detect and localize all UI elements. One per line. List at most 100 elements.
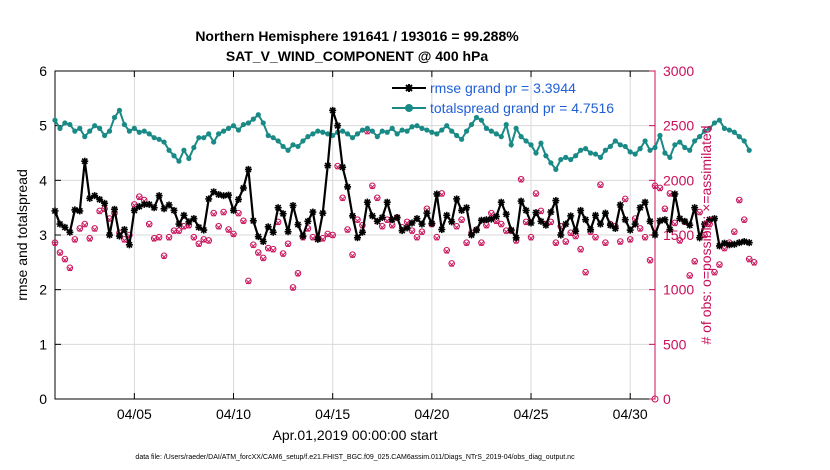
obs-possible-point: [671, 219, 679, 227]
rmse-point: [130, 206, 138, 214]
obs-possible-point: [453, 222, 460, 230]
obs-assimilated-point: [746, 257, 752, 263]
obs-possible-point: [195, 240, 203, 248]
obs-possible-point: [597, 181, 604, 189]
rmse-point: [735, 239, 743, 247]
obs-assimilated-point: [325, 232, 331, 238]
rmse-point: [621, 216, 629, 224]
obs-assimilated-point: [637, 227, 643, 232]
totalspread-point: [473, 114, 480, 121]
obs-possible-point: [135, 193, 143, 201]
rmse-point: [210, 188, 218, 196]
rmse-point: [547, 208, 555, 216]
obs-possible-point: [354, 216, 361, 223]
y-left-tick-label: 0: [39, 391, 47, 407]
obs-assimilated-point: [379, 225, 385, 230]
totalspread-point: [82, 134, 88, 140]
totalspread-point: [340, 128, 346, 134]
rmse-point: [244, 165, 252, 173]
obs-assimilated-point: [290, 286, 296, 291]
totalspread-point: [409, 124, 415, 130]
y-axis-left-label: rmse and totalspread: [14, 169, 30, 301]
totalspread-point: [632, 151, 638, 157]
rmse-point: [527, 219, 535, 227]
totalspread-point: [389, 125, 395, 131]
rmse-point: [651, 231, 659, 239]
obs-assimilated-point: [732, 230, 737, 236]
rmse-point: [661, 216, 669, 224]
obs-possible-point: [66, 264, 74, 272]
totalspread-point: [379, 128, 385, 134]
totalspread-point: [57, 125, 63, 131]
totalspread-point: [508, 142, 514, 148]
rmse-point: [636, 204, 644, 212]
rmse-point: [507, 226, 515, 234]
rmse-point: [309, 208, 317, 216]
obs-possible-point: [329, 231, 336, 239]
obs-assimilated-point: [295, 272, 301, 277]
totalspread-point: [488, 128, 494, 134]
totalspread-point: [607, 143, 613, 150]
obs-possible-point: [279, 250, 287, 257]
totalspread-point: [548, 160, 554, 166]
totalspread-point: [493, 131, 499, 137]
totalspread-point: [270, 135, 276, 141]
rmse-point: [557, 231, 565, 239]
obs-assimilated-point: [717, 263, 722, 268]
totalspread-point: [741, 138, 747, 144]
obs-assimilated-point: [156, 235, 162, 241]
obs-possible-point: [463, 239, 470, 246]
totalspread-point: [250, 116, 256, 122]
obs-possible-point: [443, 247, 451, 254]
x-tick-label: 04/30: [613, 406, 648, 422]
rmse-point: [329, 106, 337, 114]
legend: rmse grand pr = 3.3944 totalspread grand…: [392, 80, 614, 116]
rmse-point: [428, 220, 436, 228]
y-left-tick-label: 4: [39, 172, 47, 188]
obs-assimilated-point: [216, 225, 221, 230]
obs-possible-point: [284, 240, 292, 248]
obs-assimilated-point: [320, 237, 326, 242]
totalspread-point: [126, 128, 132, 134]
rmse-point: [517, 197, 525, 205]
obs-assimilated-point: [136, 195, 142, 201]
rmse-point: [145, 200, 153, 208]
totalspread-point: [106, 128, 113, 134]
obs-assimilated-point: [345, 228, 350, 233]
obs-assimilated-point: [598, 183, 603, 189]
obs-assimilated-point: [67, 266, 73, 272]
obs-possible-point: [641, 233, 649, 241]
totalspread-point: [503, 121, 509, 128]
obs-assimilated-point: [712, 270, 717, 276]
obs-possible-point: [403, 218, 411, 226]
rmse-point: [468, 231, 476, 239]
obs-assimilated-point: [196, 242, 202, 248]
obs-assimilated-point: [72, 238, 78, 243]
obs-assimilated-point: [270, 247, 276, 253]
totalspread-point: [429, 129, 435, 135]
obs-assimilated-point: [221, 210, 226, 216]
rmse-point: [497, 198, 505, 206]
obs-possible-point: [250, 241, 257, 249]
obs-possible-point: [656, 184, 664, 192]
x-tick-label: 04/20: [414, 406, 449, 422]
rmse-point: [631, 220, 639, 228]
rmse-point: [666, 226, 674, 234]
obs-assimilated-point: [449, 262, 455, 267]
obs-assimilated-point: [97, 209, 102, 215]
obs-assimilated-point: [132, 203, 137, 208]
y-axis-left-ticks: 0 1 2 3 4 5 6: [39, 63, 61, 407]
totalspread-point: [384, 129, 390, 135]
rmse-point: [572, 227, 580, 235]
totalspread-point: [295, 143, 301, 150]
obs-possible-point: [711, 268, 718, 276]
obs-assimilated-point: [92, 227, 97, 232]
obs-assimilated-point: [697, 210, 702, 216]
totalspread-point: [478, 117, 485, 123]
rmse-point: [120, 226, 128, 234]
y-right-tick-label: 1000: [663, 282, 694, 298]
obs-assimilated-point: [642, 235, 648, 241]
obs-possible-point: [145, 220, 153, 228]
rmse-point: [71, 206, 79, 214]
totalspread-point: [528, 142, 534, 148]
